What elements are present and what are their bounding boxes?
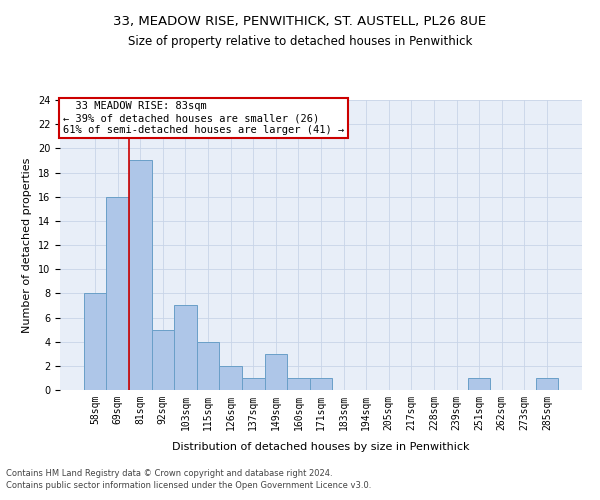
Text: Contains HM Land Registry data © Crown copyright and database right 2024.: Contains HM Land Registry data © Crown c… [6,468,332,477]
Bar [197,342,220,390]
Y-axis label: Number of detached properties: Number of detached properties [22,158,32,332]
Bar [106,196,129,390]
Bar [152,330,174,390]
Text: 33 MEADOW RISE: 83sqm  
← 39% of detached houses are smaller (26)
61% of semi-de: 33 MEADOW RISE: 83sqm ← 39% of detached … [62,102,344,134]
Bar [265,354,287,390]
Bar [310,378,332,390]
Bar [220,366,242,390]
Bar [536,378,558,390]
Bar [174,306,197,390]
Bar [84,294,106,390]
Text: Distribution of detached houses by size in Penwithick: Distribution of detached houses by size … [172,442,470,452]
Text: 33, MEADOW RISE, PENWITHICK, ST. AUSTELL, PL26 8UE: 33, MEADOW RISE, PENWITHICK, ST. AUSTELL… [113,15,487,28]
Bar [129,160,152,390]
Bar [242,378,265,390]
Bar [287,378,310,390]
Text: Size of property relative to detached houses in Penwithick: Size of property relative to detached ho… [128,35,472,48]
Text: Contains public sector information licensed under the Open Government Licence v3: Contains public sector information licen… [6,481,371,490]
Bar [468,378,490,390]
